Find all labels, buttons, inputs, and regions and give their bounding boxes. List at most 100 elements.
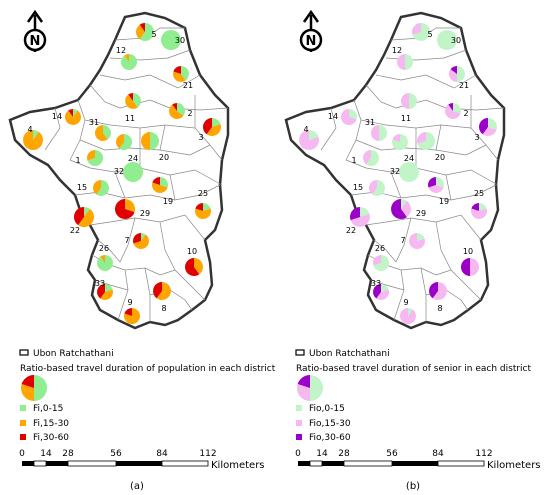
district-label: 7: [124, 236, 129, 245]
district-label: 26: [375, 244, 385, 253]
slice-15-30: [86, 150, 95, 161]
slice-15-30: [123, 308, 140, 324]
slice-15-30: [298, 130, 319, 150]
legend-pie-icon: [297, 375, 323, 401]
district-pie-33: [373, 284, 389, 300]
district-pie-7: [132, 233, 150, 250]
slice-0-15: [366, 150, 380, 166]
legend-swatch-mid: [296, 420, 302, 426]
district-pie-25: [471, 203, 487, 219]
legend-title: Ratio-based travel duration of populatio…: [20, 364, 276, 374]
slice-0-15: [405, 54, 413, 70]
slice-15-30: [409, 233, 426, 249]
slice-15-30: [470, 258, 479, 276]
slice-15-30: [94, 125, 108, 141]
slice-0-15: [409, 93, 417, 109]
slice-0-15: [417, 233, 425, 241]
district-label: 8: [437, 304, 442, 313]
slice-0-15: [105, 284, 113, 292]
district-label: 30: [451, 36, 461, 45]
district-pie-22: [350, 207, 370, 227]
district-label: 25: [198, 189, 208, 198]
district-label: 9: [403, 298, 408, 307]
district-label: 1: [351, 156, 356, 165]
slice-30-60: [97, 284, 105, 299]
slice-30-60: [350, 207, 360, 221]
slice-15-30: [100, 255, 105, 263]
district-pie-33: [97, 284, 113, 300]
slice-0-15: [436, 177, 445, 188]
legend-item-high: Fi,30-60: [33, 433, 69, 443]
north-letter: N: [306, 34, 317, 49]
slice-0-15: [87, 150, 103, 166]
slice-30-60: [203, 118, 212, 135]
district-label: 21: [459, 81, 469, 90]
slice-15-30: [141, 132, 150, 150]
slice-15-30: [151, 182, 168, 194]
slice-15-30: [78, 208, 94, 227]
panel-b: N: [284, 9, 541, 492]
district-pie-8: [429, 282, 448, 300]
slice-30-60: [173, 66, 181, 74]
district-label: 5: [427, 30, 432, 39]
legend-boundary-label: Ubon Ratchathani: [309, 349, 390, 359]
district-label: 4: [303, 125, 308, 134]
district-pie-10: [184, 258, 203, 276]
boundary-swatch: [19, 349, 29, 356]
panel-a: N: [8, 9, 276, 492]
scale-bar-a: 0 14 28 56 84 112 Kilometers: [19, 449, 264, 471]
slice-30-60: [73, 207, 84, 226]
slice-30-60: [68, 109, 73, 117]
legend-item-mid: Fi,15-30: [33, 419, 69, 429]
district-pie-24: [116, 134, 133, 150]
district-pie-20: [416, 132, 435, 151]
slice-30-60: [450, 66, 457, 74]
slice-30-60: [448, 103, 453, 111]
slice-30-60: [427, 177, 436, 188]
slice-0-15: [160, 177, 169, 188]
slice-0-15: [133, 93, 141, 108]
district-pie-21: [173, 66, 189, 82]
district-label: 22: [70, 226, 80, 235]
district-pie-30: [437, 30, 457, 50]
slice-15-30: [471, 208, 487, 219]
district-pie-11: [125, 93, 141, 109]
district-pie-3: [479, 118, 498, 136]
slice-15-30: [363, 150, 371, 165]
legend-item-low: Fi,0-15: [33, 404, 63, 414]
scale-tick: 84: [432, 449, 444, 459]
district-pie-7: [409, 233, 426, 249]
legend-title: Ratio-based travel duration of senior in…: [296, 364, 531, 374]
district-label: 20: [435, 153, 445, 162]
legend-pie-glyph: [21, 375, 47, 401]
district-label: 19: [163, 197, 173, 206]
slice-30-60: [373, 284, 381, 299]
district-pie-14: [65, 109, 81, 126]
slice-30-60: [132, 233, 141, 244]
scale-tick: 28: [62, 449, 74, 459]
district-pie-2: [444, 103, 462, 120]
district-label: 12: [116, 46, 126, 55]
district-pie-26: [97, 254, 114, 271]
scale-bar-b: 0 14 28 56 84 112 Kilometers: [295, 449, 540, 471]
slice-0-15: [103, 125, 111, 140]
scale-unit: Kilometers: [487, 460, 541, 471]
district-label: 19: [439, 197, 449, 206]
district-pie-4: [298, 130, 319, 150]
slice-15-30: [21, 383, 34, 401]
slice-15-30: [449, 69, 457, 82]
district-pie-26: [372, 255, 389, 271]
slice-30-60: [152, 177, 160, 185]
slice-15-30: [369, 180, 377, 195]
district-boundaries: [44, 27, 229, 322]
district-pies-b: [298, 23, 498, 324]
slice-15-30: [195, 208, 211, 219]
district-label: 33: [371, 279, 381, 288]
district-pie-5: [411, 23, 430, 41]
slice-0-15: [84, 207, 90, 217]
slice-15-30: [156, 282, 172, 300]
slice-0-15: [141, 233, 146, 241]
district-label: 15: [353, 183, 363, 192]
